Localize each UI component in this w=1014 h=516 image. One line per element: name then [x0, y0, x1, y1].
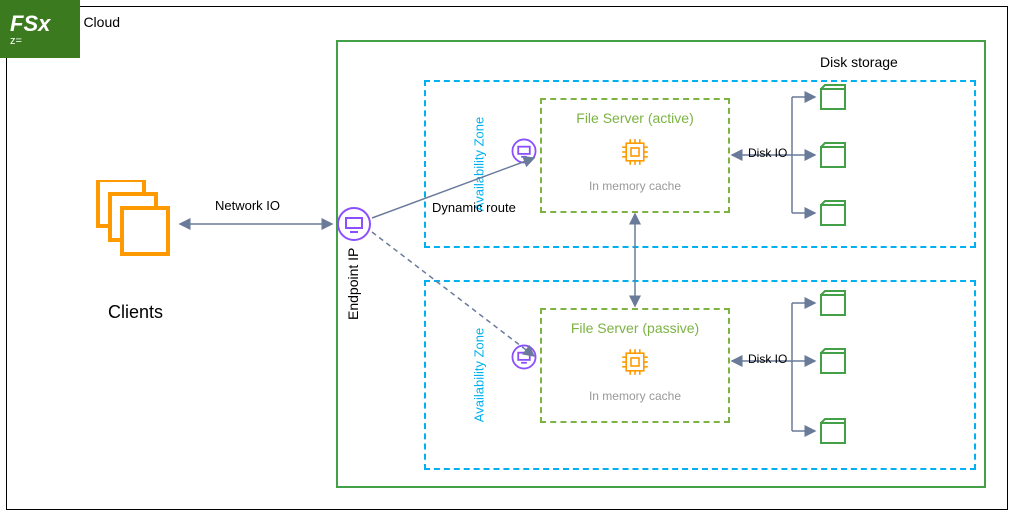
disk-icon [818, 288, 848, 318]
disk-icon [818, 82, 848, 112]
disk-io-label-2: Disk IO [748, 352, 787, 366]
cache-label-2: In memory cache [552, 389, 718, 403]
dynamic-route-label: Dynamic route [432, 200, 516, 215]
file-server-passive-box: File Server (passive) In memory cache [540, 308, 730, 423]
disk-icon [818, 198, 848, 228]
endpoint-icon [511, 344, 537, 370]
disk-icon [818, 346, 848, 376]
disk-io-label-1: Disk IO [748, 146, 787, 160]
fsx-logo-sub: z= [10, 35, 22, 47]
file-server-passive-title: File Server (passive) [552, 320, 718, 336]
cpu-icon [619, 136, 651, 168]
az-label-1: Availability Zone [472, 117, 487, 211]
file-server-active-box: File Server (active) In memory cache [540, 98, 730, 213]
fsx-logo-icon: FSx z= [0, 0, 80, 58]
clients-icon [90, 180, 190, 280]
disk-icon [818, 416, 848, 446]
cpu-icon [619, 346, 651, 378]
file-server-active-title: File Server (active) [552, 110, 718, 126]
network-io-label: Network IO [215, 198, 280, 213]
cache-label-1: In memory cache [552, 179, 718, 193]
disk-icon [818, 140, 848, 170]
endpoint-icon [511, 138, 537, 164]
clients-label: Clients [108, 302, 163, 323]
endpoint-icon [336, 206, 372, 242]
az-label-2: Availability Zone [472, 328, 487, 422]
disk-storage-label: Disk storage [820, 54, 898, 70]
endpoint-ip-label: Endpoint IP [345, 248, 361, 320]
fsx-logo-main: FSx [10, 11, 50, 37]
